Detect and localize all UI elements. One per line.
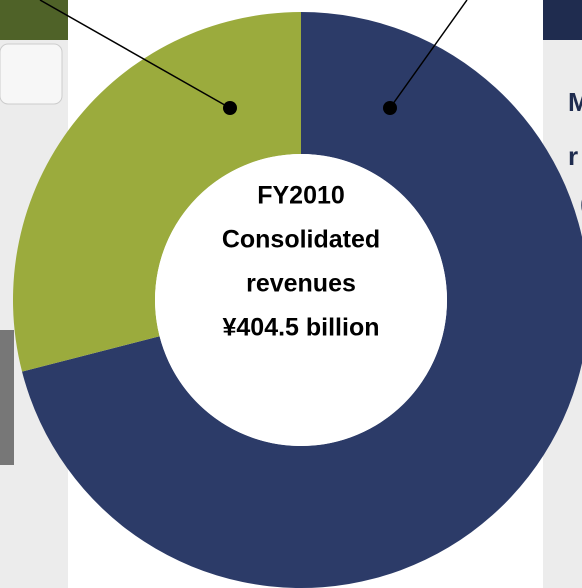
- side-text-fragment: (: [580, 188, 582, 218]
- leader-dot: [383, 101, 397, 115]
- center-label-line: Consolidated: [222, 226, 380, 254]
- leader-line: [389, 0, 468, 109]
- center-label-line: FY2010: [257, 182, 345, 210]
- side-text: Mr(: [568, 87, 582, 218]
- center-label-line: ¥404.5 billion: [222, 314, 379, 342]
- center-label: FY2010 Consolidated revenues ¥404.5 billion: [222, 182, 380, 342]
- center-label-line: revenues: [246, 270, 356, 298]
- right-header-bar: [543, 0, 582, 40]
- donut-segment: [22, 12, 582, 588]
- left-header-bar: [0, 0, 68, 40]
- side-text-fragment: M: [568, 87, 582, 117]
- product-image: [0, 43, 63, 105]
- side-text-fragment: r: [568, 141, 578, 171]
- donut-hole: [155, 154, 447, 446]
- leader-line: [39, 0, 231, 109]
- photo-fragment: [0, 330, 14, 465]
- leader-dot: [223, 101, 237, 115]
